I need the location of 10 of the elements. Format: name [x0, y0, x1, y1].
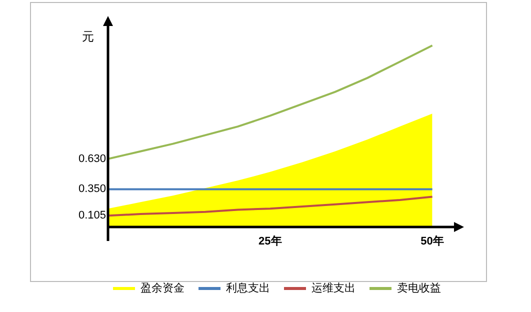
- y-tick-label: 0.350: [78, 183, 106, 196]
- x-tick-label: 50年: [420, 234, 444, 248]
- legend-label: 卖电收益: [397, 282, 441, 295]
- legend-label: 利息支出: [226, 282, 270, 295]
- y-tick-label: 0.105: [78, 210, 106, 222]
- y-tick-label: 0.630: [78, 152, 106, 165]
- x-tick-label: 25年: [258, 234, 282, 248]
- legend-label: 运维支出: [312, 282, 356, 295]
- y-axis-title: 元: [82, 29, 94, 44]
- legend-label: 盈余资金: [140, 282, 184, 295]
